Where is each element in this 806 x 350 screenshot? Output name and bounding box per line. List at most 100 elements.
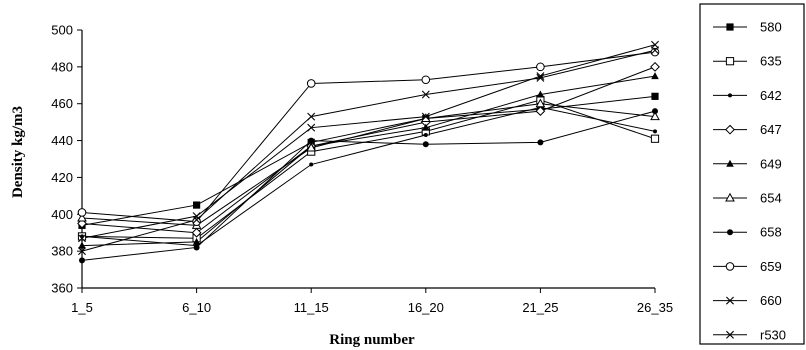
x-tick-label: 11_15 bbox=[294, 300, 329, 315]
data-point-r530-stroke bbox=[421, 112, 430, 121]
legend-item-642: 642 bbox=[713, 88, 782, 103]
legend-item-647: 647 bbox=[713, 122, 782, 137]
x-tick-label: 1_5 bbox=[71, 300, 93, 315]
series-line-647 bbox=[81, 66, 656, 234]
data-point-r530-stroke bbox=[307, 123, 316, 132]
data-point-r530 bbox=[651, 40, 659, 49]
data-point-658 bbox=[308, 137, 315, 144]
series-line-654 bbox=[81, 103, 656, 226]
legend-marker bbox=[725, 192, 735, 202]
data-point-654 bbox=[650, 111, 660, 121]
y-tick-label: 440 bbox=[51, 133, 73, 148]
y-tick-label: 420 bbox=[51, 170, 73, 185]
y-tick-label: 400 bbox=[51, 207, 73, 222]
data-point-660-stroke bbox=[536, 73, 545, 82]
series-line-580 bbox=[81, 95, 656, 226]
legend-label: r530 bbox=[760, 327, 786, 342]
data-point-660-stroke bbox=[78, 247, 86, 256]
data-point-658 bbox=[193, 244, 200, 251]
legend-marker bbox=[726, 330, 734, 339]
data-point-658 bbox=[537, 139, 544, 146]
data-point-647 bbox=[535, 106, 546, 116]
series-line-r530 bbox=[81, 44, 656, 239]
data-point-654 bbox=[77, 212, 87, 222]
data-point-r530 bbox=[536, 72, 545, 81]
data-point-647 bbox=[191, 227, 202, 238]
data-point-649 bbox=[422, 123, 430, 131]
legend-item-580: 580 bbox=[713, 20, 782, 35]
data-point-642 bbox=[653, 129, 657, 134]
y-tick-label: 360 bbox=[51, 281, 73, 296]
y-tick-label: 480 bbox=[51, 59, 73, 74]
series-line-660 bbox=[81, 49, 656, 252]
legend-label: 649 bbox=[760, 156, 782, 171]
x-tick-label: 16_20 bbox=[408, 300, 444, 315]
data-point-660-stroke bbox=[192, 215, 201, 224]
legend-marker bbox=[727, 229, 733, 236]
data-point-659 bbox=[306, 79, 316, 88]
legend-label: 659 bbox=[760, 259, 782, 274]
data-point-r530 bbox=[307, 123, 316, 132]
data-point-647 bbox=[650, 61, 660, 72]
data-point-r530-stroke bbox=[78, 234, 86, 243]
legend-item-654: 654 bbox=[713, 191, 782, 206]
data-point-660 bbox=[307, 112, 316, 121]
data-point-659 bbox=[421, 75, 431, 85]
series-line-649 bbox=[81, 75, 656, 247]
legend-item-660: 660 bbox=[713, 293, 782, 308]
data-point-658 bbox=[422, 141, 429, 148]
legend-item-r530: r530 bbox=[713, 327, 786, 342]
y-axis-title: Density kg/m3 bbox=[10, 106, 26, 198]
data-point-580 bbox=[651, 92, 659, 100]
legend-marker bbox=[728, 93, 732, 98]
x-tick-label: 6_10 bbox=[182, 300, 211, 315]
legend-item-658: 658 bbox=[713, 225, 782, 240]
x-axis-title: Ring number bbox=[329, 332, 415, 348]
legend-label: 647 bbox=[760, 122, 782, 137]
y-tick-label: 500 bbox=[51, 23, 73, 38]
data-point-r530-stroke bbox=[651, 40, 659, 49]
legend-marker bbox=[726, 159, 734, 167]
x-tick-label: 21_25 bbox=[522, 300, 558, 315]
legend-marker bbox=[725, 57, 735, 66]
legend-marker-stroke bbox=[726, 330, 734, 339]
legend-marker bbox=[726, 296, 734, 305]
data-point-660-stroke bbox=[307, 112, 316, 121]
data-point-659 bbox=[536, 62, 545, 72]
y-tick-label: 460 bbox=[51, 96, 73, 111]
legend-label: 635 bbox=[760, 54, 782, 69]
legend-item-635: 635 bbox=[713, 54, 782, 69]
legend-marker bbox=[725, 124, 735, 135]
legend: 580 635 642 647 649 654 658 659 660 r530 bbox=[699, 3, 805, 345]
x-tick-label: 26_35 bbox=[637, 300, 673, 315]
series-line-658 bbox=[81, 110, 656, 261]
legend-label: 642 bbox=[760, 88, 782, 103]
legend-marker bbox=[725, 262, 735, 271]
data-point-659 bbox=[192, 217, 201, 226]
data-point-r530-stroke bbox=[536, 72, 545, 81]
legend-item-649: 649 bbox=[713, 156, 782, 171]
legend-box bbox=[699, 3, 805, 345]
data-point-660 bbox=[536, 73, 545, 82]
data-point-659 bbox=[650, 47, 660, 57]
data-point-660 bbox=[78, 247, 86, 256]
legend-label: 658 bbox=[760, 225, 782, 240]
data-point-r530 bbox=[78, 234, 86, 243]
data-point-642 bbox=[423, 133, 428, 138]
data-point-660-stroke bbox=[421, 90, 430, 99]
data-point-r530 bbox=[192, 212, 201, 221]
legend-marker-stroke bbox=[726, 296, 734, 305]
data-point-r530-stroke bbox=[192, 212, 201, 221]
data-point-649 bbox=[78, 241, 86, 249]
data-point-649 bbox=[651, 72, 659, 80]
legend-label: 654 bbox=[760, 191, 782, 206]
data-point-r530 bbox=[421, 112, 430, 121]
series-line-635 bbox=[81, 99, 656, 239]
legend-marker bbox=[726, 23, 734, 31]
data-point-649 bbox=[192, 237, 201, 245]
data-point-660 bbox=[192, 215, 201, 224]
data-point-654 bbox=[535, 98, 546, 108]
data-point-635 bbox=[650, 134, 660, 143]
data-point-649 bbox=[536, 90, 545, 98]
